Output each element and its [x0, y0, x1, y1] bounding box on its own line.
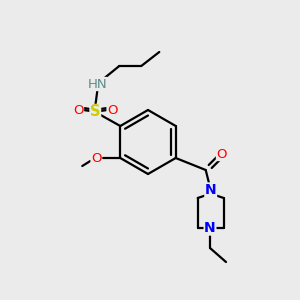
Text: N: N	[205, 183, 217, 197]
Text: HN: HN	[88, 77, 107, 91]
Text: N: N	[204, 221, 216, 235]
Text: O: O	[217, 148, 227, 160]
Text: O: O	[73, 103, 83, 116]
Text: O: O	[91, 152, 101, 164]
Text: O: O	[107, 103, 118, 116]
Text: S: S	[90, 104, 101, 119]
